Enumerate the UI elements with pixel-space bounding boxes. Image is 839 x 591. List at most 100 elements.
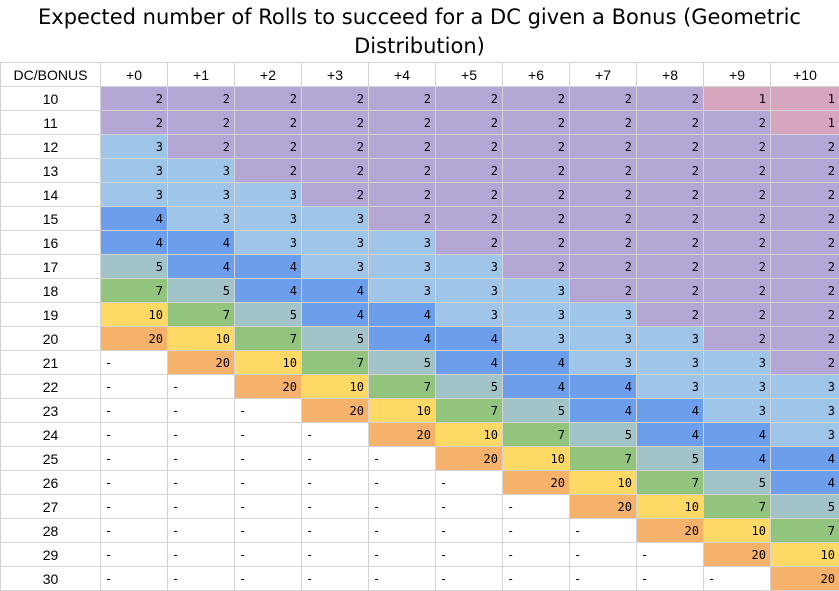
value-cell: 3: [502, 326, 570, 351]
value-cell: 3: [100, 182, 168, 207]
column-header: +7: [569, 62, 637, 87]
value-cell: 4: [502, 374, 570, 399]
value-cell: -: [301, 446, 369, 471]
value-cell: 10: [502, 446, 570, 471]
value-cell: 2: [502, 206, 570, 231]
value-cell: 2: [301, 110, 369, 135]
value-cell: 2: [368, 158, 436, 183]
column-header: +4: [368, 62, 436, 87]
value-cell: 2: [770, 254, 839, 279]
column-header: +5: [435, 62, 503, 87]
value-cell: 2: [703, 110, 771, 135]
value-cell: 3: [770, 398, 839, 423]
value-cell: 2: [636, 182, 704, 207]
value-cell: -: [435, 542, 503, 567]
value-cell: -: [234, 542, 302, 567]
value-cell: 4: [234, 254, 302, 279]
value-cell: -: [368, 518, 436, 543]
chart-title: Expected number of Rolls to succeed for …: [38, 5, 801, 58]
value-cell: -: [301, 470, 369, 495]
value-cell: 4: [234, 278, 302, 303]
table-row: 11 2 2 2 2 2 2 2 2 2 2 1: [0, 110, 839, 135]
column-header: +1: [167, 62, 235, 87]
value-cell: 5: [167, 278, 235, 303]
value-cell: -: [435, 494, 503, 519]
table-row: 29- - - - - - - - -20 10: [0, 542, 839, 567]
value-cell: -: [301, 518, 369, 543]
value-cell: 3: [435, 278, 503, 303]
value-cell: 4: [502, 350, 570, 375]
value-cell: 2: [100, 86, 168, 111]
value-cell: 2: [435, 158, 503, 183]
value-cell: -: [636, 566, 704, 591]
value-cell: 4: [636, 398, 704, 423]
value-cell: 2: [301, 158, 369, 183]
table-row: 12 3 2 2 2 2 2 2 2 2 2 2: [0, 134, 839, 159]
value-cell: 2: [636, 254, 704, 279]
value-cell: 7: [167, 302, 235, 327]
value-cell: 2: [100, 110, 168, 135]
value-cell: 3: [502, 302, 570, 327]
value-cell: -: [100, 494, 168, 519]
value-cell: 3: [502, 278, 570, 303]
value-cell: -: [167, 398, 235, 423]
value-cell: -: [435, 518, 503, 543]
value-cell: 2: [636, 134, 704, 159]
value-cell: 2: [569, 182, 637, 207]
value-cell: -: [569, 518, 637, 543]
value-cell: 10: [167, 326, 235, 351]
table-row: 20 20 10 7 5 4 4 3 3 3 2 2: [0, 326, 839, 351]
value-cell: 2: [770, 230, 839, 255]
value-cell: -: [100, 566, 168, 591]
value-cell: 2: [770, 182, 839, 207]
row-header-dc: 22: [0, 374, 101, 399]
table-row: 23- - -20 10 7 5 4 4 3 3: [0, 398, 839, 423]
value-cell: 4: [368, 326, 436, 351]
value-cell: 2: [368, 86, 436, 111]
row-header-dc: 20: [0, 326, 101, 351]
table-row: 22- -20 10 7 5 4 4 3 3 3: [0, 374, 839, 399]
value-cell: -: [368, 470, 436, 495]
value-cell: 5: [100, 254, 168, 279]
value-cell: 5: [368, 350, 436, 375]
table-row: 15 4 3 3 3 2 2 2 2 2 2 2: [0, 206, 839, 231]
value-cell: 7: [234, 326, 302, 351]
value-cell: 5: [234, 302, 302, 327]
value-cell: 2: [703, 254, 771, 279]
row-header-dc: 16: [0, 230, 101, 255]
header-row: DC/BONUS +0 +1 +2 +3 +4 +5 +6 +7 +8 +9 +10: [0, 62, 839, 87]
column-header: +2: [234, 62, 302, 87]
value-cell: -: [234, 446, 302, 471]
value-cell: -: [435, 470, 503, 495]
value-cell: -: [301, 566, 369, 591]
value-cell: 2: [636, 158, 704, 183]
value-cell: 2: [703, 326, 771, 351]
value-cell: 3: [636, 326, 704, 351]
value-cell: 2: [703, 230, 771, 255]
row-header-dc: 23: [0, 398, 101, 423]
value-cell: 20: [301, 398, 369, 423]
value-cell: 3: [435, 254, 503, 279]
value-cell: -: [167, 446, 235, 471]
value-cell: 4: [167, 254, 235, 279]
value-cell: -: [167, 542, 235, 567]
value-cell: 3: [569, 302, 637, 327]
value-cell: -: [100, 398, 168, 423]
value-cell: 2: [435, 206, 503, 231]
column-header: +10: [770, 62, 839, 87]
value-cell: -: [234, 470, 302, 495]
value-cell: 2: [770, 278, 839, 303]
value-cell: 2: [435, 230, 503, 255]
value-cell: 4: [770, 470, 839, 495]
table-row: 17 5 4 4 3 3 3 2 2 2 2 2: [0, 254, 839, 279]
row-header-dc: 12: [0, 134, 101, 159]
table-row: 16 4 4 3 3 3 2 2 2 2 2 2: [0, 230, 839, 255]
value-cell: 4: [301, 278, 369, 303]
value-cell: 2: [234, 86, 302, 111]
value-cell: 4: [100, 206, 168, 231]
value-cell: -: [502, 494, 570, 519]
value-cell: -: [636, 542, 704, 567]
value-cell: 3: [100, 158, 168, 183]
value-cell: -: [368, 566, 436, 591]
value-cell: 7: [435, 398, 503, 423]
